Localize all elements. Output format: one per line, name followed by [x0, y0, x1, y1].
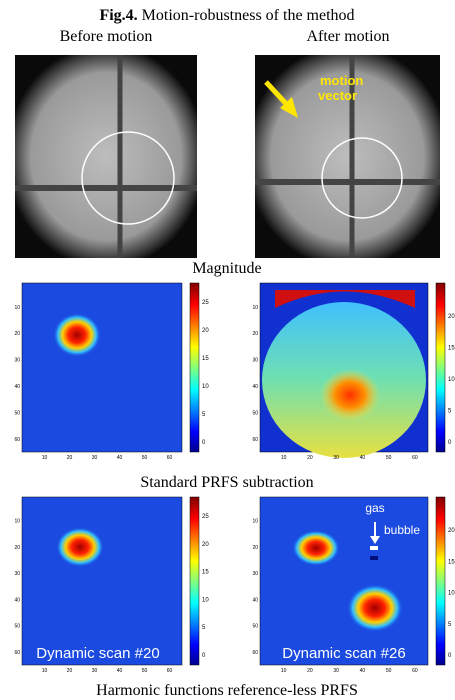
x-tick-label: 40	[117, 455, 123, 461]
colorbar-tick-label: 15	[202, 356, 209, 362]
colorbar-tick-label: 5	[202, 412, 206, 418]
y-tick-label: 20	[252, 545, 258, 551]
colorbar-tick-label: 20	[448, 314, 455, 320]
annotation: bubble	[384, 523, 420, 537]
x-tick-label: 10	[281, 668, 287, 674]
magnitude-before	[15, 55, 197, 258]
figure-title: Fig.4. Motion-robustness of the method	[99, 7, 354, 24]
harmonic-before	[21, 496, 183, 666]
y-tick-label: 10	[252, 305, 258, 311]
x-tick-label: 10	[42, 668, 48, 674]
colorbar-tick-label: 25	[202, 514, 209, 520]
colorbar-tick-label: 20	[448, 528, 455, 534]
colorbar-tick-label: 10	[448, 377, 455, 383]
x-tick-label: 40	[360, 668, 366, 674]
x-tick-label: 30	[92, 455, 98, 461]
colorbar-tick-label: 20	[202, 542, 209, 548]
annotation: motion	[320, 73, 363, 88]
x-tick-label: 40	[360, 455, 366, 461]
y-tick-label: 40	[14, 384, 20, 390]
colorbar-tick-label: 10	[202, 384, 209, 390]
x-tick-label: 50	[142, 455, 148, 461]
scan-label: Dynamic scan #20	[36, 645, 159, 662]
x-tick-label: 40	[117, 668, 123, 674]
colorbar-tick-label: 15	[202, 570, 209, 576]
y-tick-label: 10	[252, 519, 258, 525]
x-tick-label: 20	[307, 455, 313, 461]
y-tick-label: 60	[252, 437, 258, 443]
row-caption: Standard PRFS subtraction	[140, 474, 313, 491]
colorbar-tick-label: 25	[202, 300, 209, 306]
colorbar	[435, 496, 446, 666]
y-tick-label: 30	[14, 571, 20, 577]
y-tick-label: 60	[252, 650, 258, 656]
y-tick-label: 30	[252, 571, 258, 577]
row-caption: Harmonic functions reference-less PRFS	[96, 682, 358, 699]
y-tick-label: 50	[252, 410, 258, 416]
y-tick-label: 50	[14, 410, 20, 416]
x-tick-label: 20	[307, 668, 313, 674]
colorbar-tick-label: 0	[202, 440, 206, 446]
x-tick-label: 10	[281, 455, 287, 461]
y-tick-label: 40	[252, 597, 258, 603]
prfs-before	[21, 282, 183, 453]
y-tick-label: 10	[14, 519, 20, 525]
y-tick-label: 20	[252, 331, 258, 337]
colorbar-tick-label: 0	[202, 653, 206, 659]
y-tick-label: 50	[252, 624, 258, 630]
row-caption: Magnitude	[192, 260, 261, 277]
colorbar-tick-label: 5	[202, 625, 206, 631]
figure-label: Fig.4.	[99, 7, 137, 24]
colorbar-tick-label: 10	[448, 591, 455, 597]
annotation: vector	[318, 88, 357, 103]
y-tick-label: 30	[252, 358, 258, 364]
x-tick-label: 30	[92, 668, 98, 674]
x-tick-label: 60	[167, 668, 173, 674]
colorbar-tick-label: 20	[202, 328, 209, 334]
y-tick-label: 40	[14, 597, 20, 603]
y-tick-label: 30	[14, 358, 20, 364]
colorbar	[189, 282, 200, 453]
y-tick-label: 20	[14, 331, 20, 337]
magnitude-after: motion vector	[255, 55, 440, 258]
x-tick-label: 20	[67, 455, 73, 461]
column-caption: Before motion	[60, 28, 153, 45]
x-tick-label: 30	[333, 455, 339, 461]
colorbar	[435, 282, 446, 453]
x-tick-label: 50	[142, 668, 148, 674]
colorbar	[189, 496, 200, 666]
colorbar-tick-label: 0	[448, 653, 452, 659]
prfs-after	[259, 282, 429, 458]
y-tick-label: 60	[14, 437, 20, 443]
annotation: gas	[365, 501, 384, 515]
figure-title-text: Motion-robustness of the method	[142, 7, 355, 24]
y-tick-label: 50	[14, 624, 20, 630]
y-tick-label: 20	[14, 545, 20, 551]
colorbar-tick-label: 0	[448, 440, 452, 446]
x-tick-label: 50	[386, 455, 392, 461]
x-tick-label: 60	[412, 455, 418, 461]
x-tick-label: 60	[167, 455, 173, 461]
colorbar-tick-label: 10	[202, 597, 209, 603]
column-caption: After motion	[306, 28, 389, 45]
x-tick-label: 10	[42, 455, 48, 461]
colorbar-tick-label: 15	[448, 346, 455, 352]
colorbar-tick-label: 5	[448, 409, 452, 415]
y-tick-label: 10	[14, 305, 20, 311]
colorbar-tick-label: 15	[448, 559, 455, 565]
x-tick-label: 20	[67, 668, 73, 674]
scan-label: Dynamic scan #26	[282, 645, 405, 662]
colorbar-tick-label: 5	[448, 622, 452, 628]
y-tick-label: 40	[252, 384, 258, 390]
x-tick-label: 60	[412, 668, 418, 674]
x-tick-label: 30	[333, 668, 339, 674]
y-tick-label: 60	[14, 650, 20, 656]
harmonic-after: gas bubble Dynamic scan #26	[259, 496, 429, 666]
x-tick-label: 50	[386, 668, 392, 674]
